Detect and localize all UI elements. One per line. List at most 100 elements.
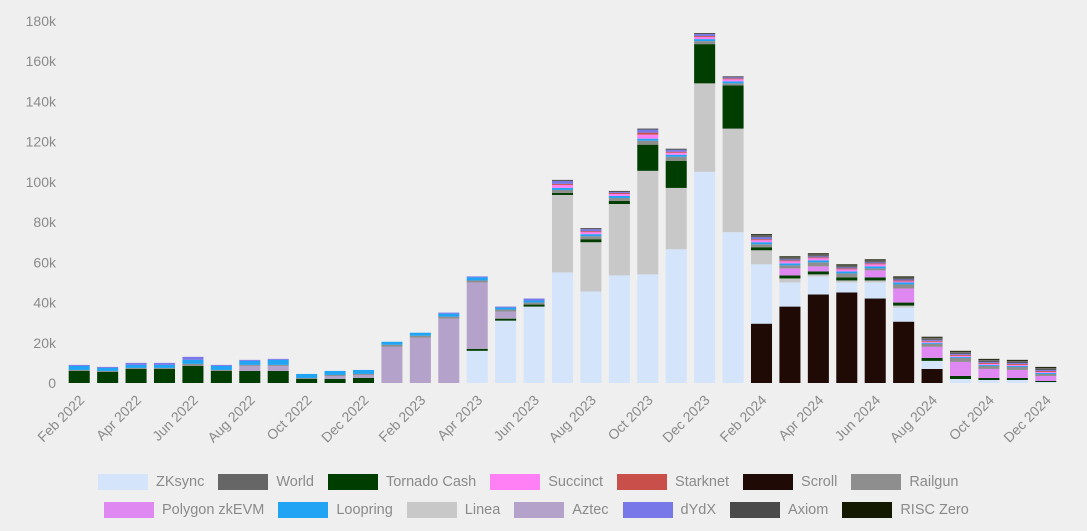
legend-item-loopring[interactable]: Loopring <box>278 500 393 520</box>
bar-segment-starknet <box>1035 370 1057 372</box>
bar-segment-linea <box>807 274 829 277</box>
bar-stack-mar-2023 <box>438 312 460 383</box>
x-tick-label: Apr 2024 <box>775 392 827 444</box>
bar-segment-dydx <box>637 129 659 133</box>
bar-segment-world <box>779 257 801 259</box>
bar-segment-succinct <box>949 355 972 357</box>
bar-segment-aztec <box>267 365 289 371</box>
bar-segment-loopring <box>125 364 147 368</box>
bar-segment-world <box>1035 367 1057 369</box>
bar-segment-loopring <box>665 154 687 157</box>
bar-segment-zksync <box>1035 381 1057 383</box>
bar-segment-axiom <box>551 179 574 181</box>
bar-segment-aztec <box>438 318 460 383</box>
bar-segment-dydx <box>125 362 147 365</box>
bar-segment-railgun <box>694 41 716 45</box>
legend-item-tornado-cash[interactable]: Tornado Cash <box>327 472 476 492</box>
legend-swatch <box>743 474 794 490</box>
bar-stack-apr-2022 <box>125 362 147 383</box>
bar-segment-railgun <box>750 244 773 248</box>
bar-segment-dydx <box>495 306 517 308</box>
bar-segment-railgun <box>324 374 346 376</box>
bar-segment-risc-zero <box>893 276 915 278</box>
legend-item-axiom[interactable]: Axiom <box>730 500 828 520</box>
legend-item-risc-zero[interactable]: RISC Zero <box>842 500 969 520</box>
bar-segment-tornado-cash <box>267 370 289 383</box>
legend-item-zksync[interactable]: ZKsync <box>98 472 204 492</box>
bar-segment-railgun <box>523 302 545 305</box>
bar-segment-dydx <box>97 366 119 368</box>
bar-segment-railgun <box>836 273 858 278</box>
bar-segment-zksync <box>978 379 1000 383</box>
bar-segment-aztec <box>409 337 431 383</box>
bar-segment-loopring <box>722 81 744 84</box>
bar-stack-jul-2024 <box>893 276 915 383</box>
bar-segment-loopring <box>779 263 801 266</box>
bar-segment-polygon-zkevm <box>921 346 943 358</box>
bar-segment-tornado-cash <box>495 318 517 321</box>
bar-segment-scroll <box>807 294 829 383</box>
bar-segment-dydx <box>978 361 1000 363</box>
bar-segment-succinct <box>864 264 886 267</box>
bar-segment-tornado-cash <box>893 302 915 306</box>
bar-segment-succinct <box>637 134 659 139</box>
bar-segment-dydx <box>68 364 90 366</box>
bar-stack-dec-2023 <box>694 33 716 383</box>
bar-stack-sep-2024 <box>949 350 972 383</box>
bar-segment-railgun <box>580 236 602 240</box>
legend-item-scroll[interactable]: Scroll <box>743 472 837 492</box>
bar-segment-linea <box>637 170 659 275</box>
bar-segment-starknet <box>665 151 687 153</box>
bar-segment-world <box>1006 360 1028 362</box>
bar-segment-dydx <box>182 356 204 360</box>
legend-label: Aztec <box>572 502 609 518</box>
bar-segment-railgun <box>1035 373 1057 376</box>
x-tick-label: Oct 2023 <box>604 392 656 444</box>
bar-segment-tornado-cash <box>1035 380 1057 382</box>
legend-item-succinct[interactable]: Succinct <box>490 472 603 492</box>
bar-segment-succinct <box>665 152 687 155</box>
bar-segment-zksync <box>495 320 517 383</box>
legend-item-polygon-zkevm[interactable]: Polygon zkEVM <box>104 500 264 520</box>
bar-segment-tornado-cash <box>1006 377 1028 380</box>
bar-segment-zksync <box>523 306 545 383</box>
legend-item-railgun[interactable]: Railgun <box>851 472 958 492</box>
bar-segment-loopring <box>807 260 829 263</box>
bar-segment-loopring <box>637 138 659 141</box>
bar-segment-tornado-cash <box>97 371 119 383</box>
x-tick-label: Oct 2024 <box>946 392 998 444</box>
bar-segment-aztec <box>495 311 517 319</box>
bar-stack-nov-2023 <box>665 148 687 383</box>
y-tick-label: 60k <box>33 254 57 270</box>
bar-segment-starknet <box>694 36 716 38</box>
bar-segment-starknet <box>1006 363 1028 365</box>
bar-segment-zksync <box>779 282 801 307</box>
bar-segment-starknet <box>608 192 630 194</box>
bar-stack-jul-2022 <box>210 364 232 383</box>
legend-swatch <box>851 474 902 490</box>
bar-segment-starknet <box>551 183 574 185</box>
bar-segment-loopring <box>836 271 858 274</box>
bar-segment-starknet <box>893 280 915 282</box>
bar-segment-loopring <box>466 277 488 281</box>
bar-segment-axiom <box>1035 368 1057 370</box>
bar-segment-dydx <box>836 267 858 269</box>
bar-segment-succinct <box>921 341 943 343</box>
legend-item-aztec[interactable]: Aztec <box>514 500 609 520</box>
bar-segment-world <box>807 254 829 256</box>
legend-swatch <box>104 502 154 518</box>
legend-item-dydx[interactable]: dYdX <box>622 500 716 520</box>
bar-segment-aztec <box>466 282 488 349</box>
legend-item-world[interactable]: World <box>218 472 314 492</box>
bar-stack-feb-2024 <box>750 234 773 383</box>
bar-segment-axiom <box>694 33 716 35</box>
bar-segment-world <box>893 277 915 279</box>
legend-item-linea[interactable]: Linea <box>406 500 500 520</box>
legend-swatch <box>218 474 269 490</box>
bar-segment-zksync <box>864 282 886 299</box>
bar-stack-jul-2023 <box>551 179 574 383</box>
bar-segment-world <box>949 351 972 353</box>
bar-segment-loopring <box>324 370 346 375</box>
legend-swatch <box>278 502 329 518</box>
legend-item-starknet[interactable]: Starknet <box>617 472 729 492</box>
